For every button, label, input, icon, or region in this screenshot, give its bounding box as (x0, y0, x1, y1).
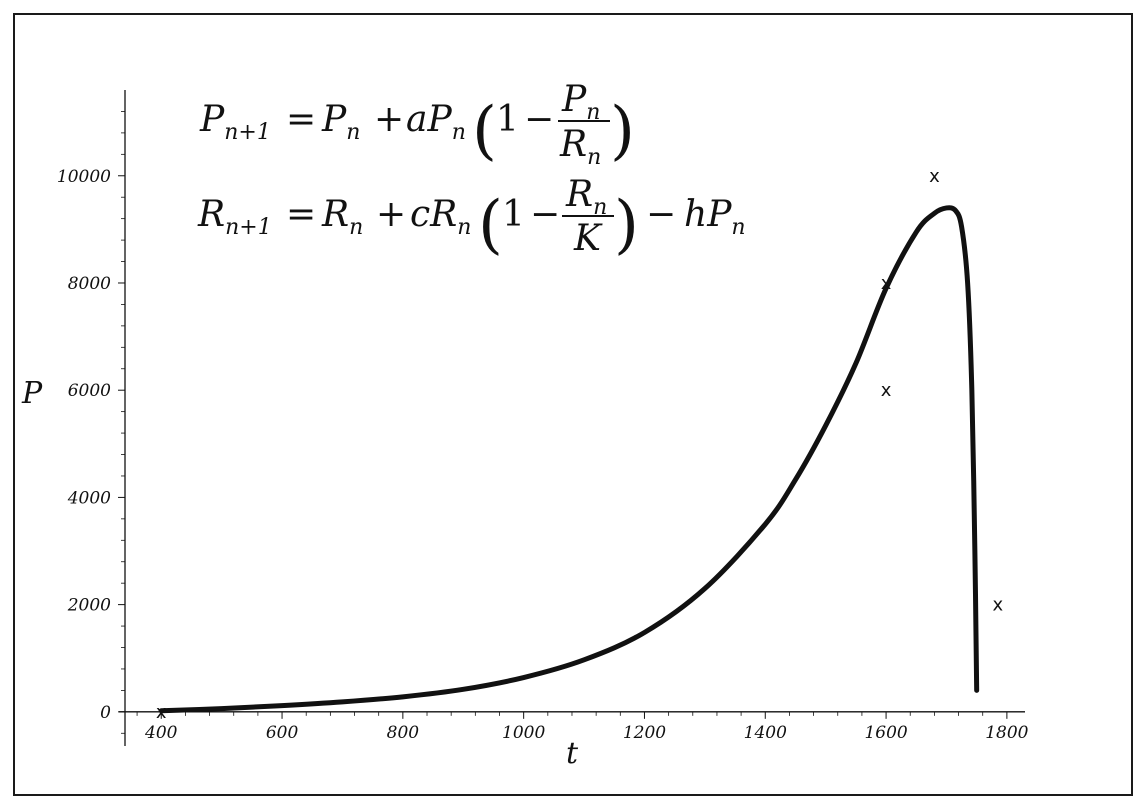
eq1-den-sub: n (587, 145, 601, 170)
eq2-num-sub: n (593, 195, 607, 220)
y-tick-label: 2000 (67, 596, 111, 616)
markers: x x x x x (156, 166, 1004, 723)
eq2-rhs2-sub: n (457, 215, 471, 240)
eq1-rhs1-sub: n (346, 120, 360, 145)
eq2-lhs-sub: n+1 (225, 215, 272, 240)
x-axis-title: t (566, 736, 579, 771)
svg-text:Pn: Pn (561, 79, 600, 125)
eq1-rhs2-sub: n (452, 120, 466, 145)
y-tick-label: 4000 (67, 488, 111, 508)
x-tick-label: 1800 (985, 723, 1028, 743)
eq1-lhs: P (199, 99, 225, 140)
svg-text:cRn: cRn (410, 194, 471, 240)
data-marker: x (881, 380, 892, 401)
eq1-left-paren: ( (472, 94, 497, 168)
tick-labels: 400 600 800 1000 1200 1400 1600 180002000400060… (57, 167, 1029, 743)
eq1-lhs-sub: n+1 (224, 120, 271, 145)
y-tick-label: 10000 (57, 167, 111, 187)
data-marker: x (929, 166, 940, 187)
svg-text:Rn: Rn (559, 124, 601, 170)
eq2-equals: = (286, 194, 316, 235)
y-axis-title: P (21, 376, 43, 411)
eq1-den: R (559, 124, 587, 165)
eq2-coef: c (410, 194, 430, 235)
eq1-right-paren: ) (610, 94, 635, 168)
eq2-tail-coef: h (684, 194, 707, 235)
eq2-rhs1: R (321, 194, 349, 235)
y-tick-label: 6000 (68, 381, 111, 401)
eq2-lhs: R (197, 194, 225, 235)
data-marker: x (156, 702, 167, 723)
svg-text:Rn: Rn (565, 174, 607, 220)
eq2-one: 1 (502, 194, 525, 235)
eq2-rhs2: R (429, 194, 457, 235)
x-tick-label: 600 (266, 723, 299, 743)
svg-text:Rn: Rn (321, 194, 363, 240)
eq2-minus: − (530, 194, 560, 235)
eq2-tail-minus: − (646, 194, 676, 235)
eq1-coef: a (406, 99, 427, 140)
series-line (158, 205, 980, 714)
x-tick-label: 1000 (502, 723, 545, 743)
eq1-minus: − (524, 99, 554, 140)
y-tick-label: 0 (100, 703, 111, 723)
eq1-plus: + (374, 99, 404, 140)
y-tick-label: 8000 (68, 274, 111, 294)
p-equation: Pn+1 = Pn + aPn ( 1 − Pn Rn ) (199, 79, 635, 170)
eq2-tail-var: P (706, 194, 732, 235)
r-equation: Rn+1 = Rn + cRn ( 1 − Rn K ) − hPn (197, 174, 746, 262)
eq1-equals: = (286, 99, 316, 140)
svg-text:Pn: Pn (321, 99, 360, 145)
ticks (118, 111, 1008, 734)
svg-text:aPn: aPn (406, 99, 466, 145)
data-marker: x (881, 273, 892, 294)
eq1-rhs2: P (426, 99, 452, 140)
x-tick-label: 1200 (623, 723, 666, 743)
eq2-plus: + (376, 194, 406, 235)
eq2-num: R (565, 174, 593, 215)
eq1-num: P (561, 79, 587, 120)
x-tick-label: 1400 (744, 723, 787, 743)
svg-text:Rn+1: Rn+1 (197, 194, 272, 240)
x-tick-label: 800 (387, 723, 420, 743)
svg-text:Pn+1: Pn+1 (199, 99, 271, 145)
eq1-num-sub: n (586, 100, 600, 125)
eq1-one: 1 (496, 99, 519, 140)
eq2-den: K (573, 218, 603, 259)
eq2-tail-sub: n (731, 215, 745, 240)
eq2-left-paren: ( (478, 188, 503, 262)
x-tick-label: 1600 (864, 723, 907, 743)
eq2-rhs1-sub: n (349, 215, 363, 240)
eq1-rhs1: P (321, 99, 347, 140)
data-marker: x (992, 595, 1003, 616)
svg-text:hPn: hPn (684, 194, 746, 240)
eq2-right-paren: ) (614, 188, 639, 262)
x-tick-label: 400 (144, 723, 178, 743)
